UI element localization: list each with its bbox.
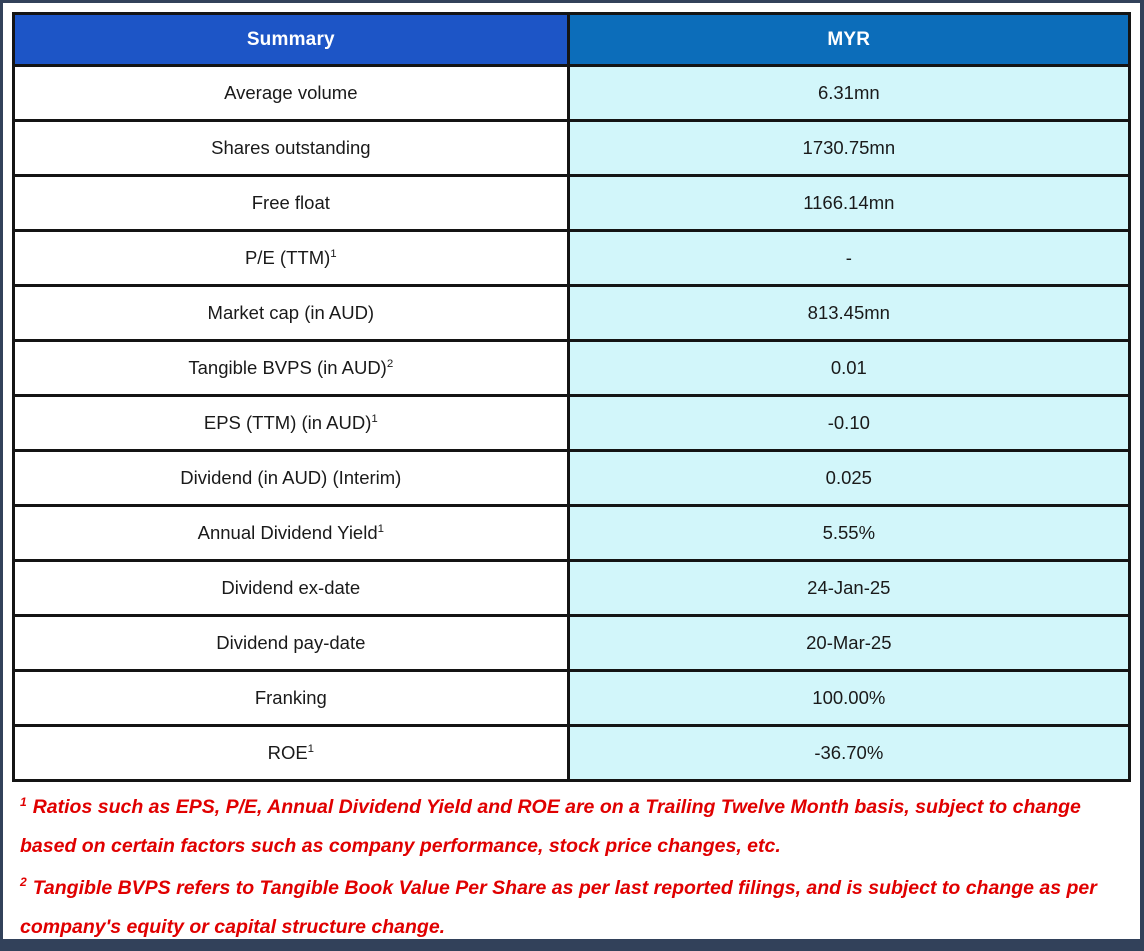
table-row: P/E (TTM)1 - bbox=[12, 229, 1132, 287]
summary-column-header: Summary bbox=[12, 12, 570, 67]
table-row: Free float 1166.14mn bbox=[12, 174, 1132, 232]
row-label: P/E (TTM)1 bbox=[12, 229, 570, 287]
table-row: Shares outstanding 1730.75mn bbox=[12, 119, 1132, 177]
table-row: Market cap (in AUD) 813.45mn bbox=[12, 284, 1132, 342]
row-value: 24-Jan-25 bbox=[566, 559, 1132, 617]
row-label: Dividend pay-date bbox=[12, 614, 570, 672]
table-header-row: Summary MYR bbox=[12, 12, 1132, 67]
footnote-1: 1 Ratios such as EPS, P/E, Annual Dividen… bbox=[20, 788, 1121, 867]
table-body: Average volume 6.31mn Shares outstanding… bbox=[12, 64, 1132, 782]
row-value: 813.45mn bbox=[566, 284, 1132, 342]
row-label: Free float bbox=[12, 174, 570, 232]
table-row: Dividend (in AUD) (Interim) 0.025 bbox=[12, 449, 1132, 507]
row-label: Franking bbox=[12, 669, 570, 727]
row-label: Tangible BVPS (in AUD)2 bbox=[12, 339, 570, 397]
row-value: - bbox=[566, 229, 1132, 287]
row-value: 1166.14mn bbox=[566, 174, 1132, 232]
row-label: Dividend (in AUD) (Interim) bbox=[12, 449, 570, 507]
row-value: 20-Mar-25 bbox=[566, 614, 1132, 672]
row-value: 100.00% bbox=[566, 669, 1132, 727]
row-value: 0.01 bbox=[566, 339, 1132, 397]
row-label: ROE1 bbox=[12, 724, 570, 782]
row-value: -36.70% bbox=[566, 724, 1132, 782]
row-value: 6.31mn bbox=[566, 64, 1132, 122]
footnote-2-text: Tangible BVPS refers to Tangible Book Va… bbox=[20, 876, 1097, 939]
footnote-1-superscript: 1 bbox=[20, 794, 27, 809]
table-row: Average volume 6.31mn bbox=[12, 64, 1132, 122]
table-row: Annual Dividend Yield1 5.55% bbox=[12, 504, 1132, 562]
row-label: Shares outstanding bbox=[12, 119, 570, 177]
row-label: Average volume bbox=[12, 64, 570, 122]
footnote-1-text: Ratios such as EPS, P/E, Annual Dividend… bbox=[20, 796, 1081, 858]
table-row: EPS (TTM) (in AUD)1 -0.10 bbox=[12, 394, 1132, 452]
row-label: Dividend ex-date bbox=[12, 559, 570, 617]
row-label: EPS (TTM) (in AUD)1 bbox=[12, 394, 570, 452]
footnote-2-superscript: 2 bbox=[20, 875, 27, 890]
table-row: Tangible BVPS (in AUD)2 0.01 bbox=[12, 339, 1132, 397]
table-row: Franking 100.00% bbox=[12, 669, 1132, 727]
table-row: Dividend ex-date 24-Jan-25 bbox=[12, 559, 1132, 617]
row-value: 1730.75mn bbox=[566, 119, 1132, 177]
table-row: Dividend pay-date 20-Mar-25 bbox=[12, 614, 1132, 672]
content-area: Summary MYR Average volume 6.31mn Shares… bbox=[3, 3, 1140, 939]
row-label: Annual Dividend Yield1 bbox=[12, 504, 570, 562]
summary-table: Summary MYR Average volume 6.31mn Shares… bbox=[12, 12, 1132, 782]
row-value: 0.025 bbox=[566, 449, 1132, 507]
footnote-2: 2 Tangible BVPS refers to Tangible Book V… bbox=[20, 869, 1121, 939]
myr-column-header: MYR bbox=[566, 12, 1132, 67]
row-label: Market cap (in AUD) bbox=[12, 284, 570, 342]
table-row: ROE1 -36.70% bbox=[12, 724, 1132, 782]
row-value: 5.55% bbox=[566, 504, 1132, 562]
footnotes-section: 1 Ratios such as EPS, P/E, Annual Dividen… bbox=[12, 782, 1131, 939]
row-value: -0.10 bbox=[566, 394, 1132, 452]
